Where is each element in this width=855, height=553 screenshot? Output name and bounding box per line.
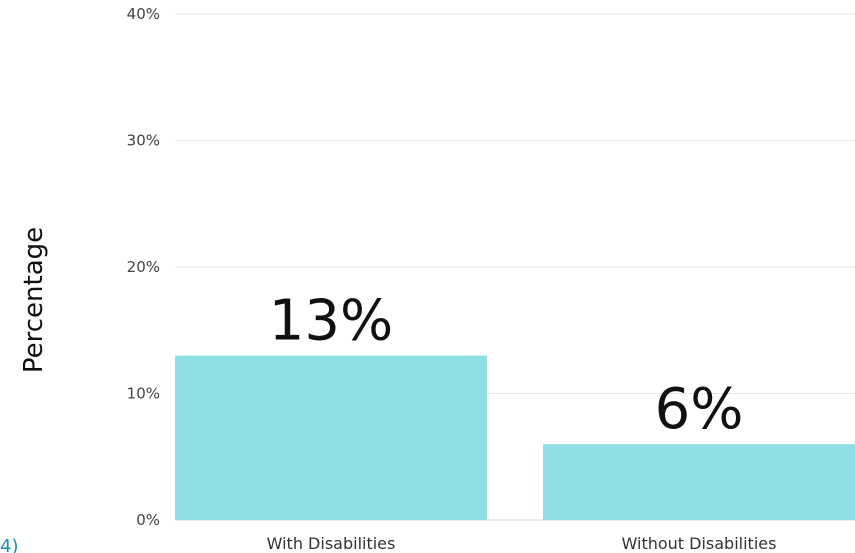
y-axis-ticks: 0% 10% 20% 30% 40% bbox=[127, 5, 160, 529]
data-labels: 13% 6% bbox=[269, 289, 744, 443]
x-category-label: Without Disabilities bbox=[622, 534, 777, 553]
y-tick-label: 0% bbox=[136, 511, 160, 529]
x-category-label: With Disabilities bbox=[267, 534, 396, 553]
x-axis-categories: With Disabilities Without Disabilities bbox=[267, 534, 777, 553]
bar-2 bbox=[543, 444, 855, 520]
data-label-2: 6% bbox=[655, 377, 744, 442]
bar-1 bbox=[175, 355, 487, 520]
y-tick-label: 10% bbox=[127, 385, 160, 403]
y-axis-title: Percentage bbox=[19, 227, 49, 373]
y-tick-label: 30% bbox=[127, 132, 160, 150]
y-tick-label: 40% bbox=[127, 5, 160, 23]
y-tick-label: 20% bbox=[127, 258, 160, 276]
data-label-1: 13% bbox=[269, 289, 393, 354]
bars bbox=[175, 355, 855, 520]
corner-text-fragment: 4) bbox=[0, 536, 18, 553]
